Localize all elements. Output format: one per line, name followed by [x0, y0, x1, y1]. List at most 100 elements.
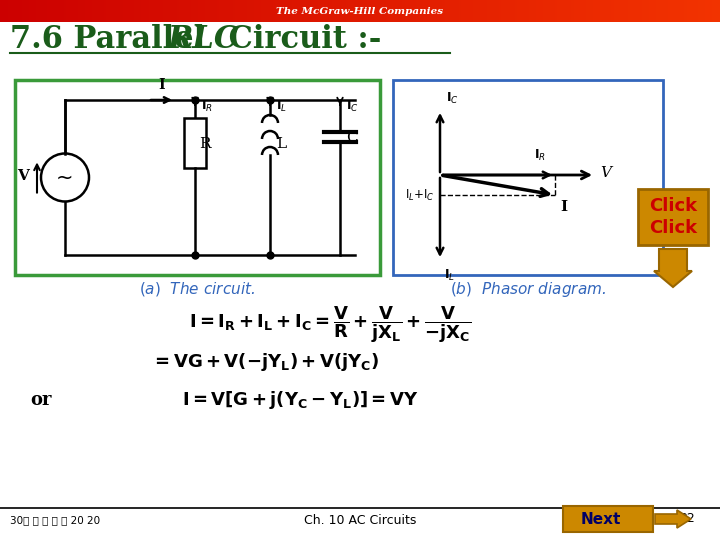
Bar [100, 0, 101, 22]
Bar [160, 0, 161, 22]
Bar [221, 0, 222, 22]
Bar [5, 0, 6, 22]
Bar [286, 0, 287, 22]
Bar [684, 0, 685, 22]
Bar [511, 0, 512, 22]
Bar [287, 0, 288, 22]
Bar [268, 0, 269, 22]
Bar [71, 0, 72, 22]
Bar [262, 0, 263, 22]
Bar [548, 0, 549, 22]
Bar [213, 0, 214, 22]
Bar [182, 0, 183, 22]
Bar [629, 0, 630, 22]
Bar [266, 0, 267, 22]
Bar [129, 0, 130, 22]
Bar [346, 0, 347, 22]
Bar [198, 0, 199, 22]
Bar [43, 0, 44, 22]
Bar [505, 0, 506, 22]
Bar [139, 0, 140, 22]
Bar [620, 0, 621, 22]
Bar [114, 0, 115, 22]
Bar [611, 0, 612, 22]
Bar [544, 0, 545, 22]
Bar [668, 0, 669, 22]
Bar [370, 0, 371, 22]
Bar [4, 0, 5, 22]
Bar [155, 0, 156, 22]
Bar [642, 0, 643, 22]
Bar [331, 0, 332, 22]
Bar [187, 0, 188, 22]
Bar [521, 0, 522, 22]
Bar [607, 0, 608, 22]
Bar [619, 0, 620, 22]
Bar [586, 0, 587, 22]
Bar [571, 0, 572, 22]
Bar [170, 0, 171, 22]
Bar [49, 0, 50, 22]
Bar [236, 0, 237, 22]
Bar [261, 0, 262, 22]
Bar [691, 0, 692, 22]
Text: V: V [600, 166, 611, 180]
Bar [355, 0, 356, 22]
Bar [185, 0, 186, 22]
Bar [605, 0, 606, 22]
Bar [698, 0, 699, 22]
Bar [65, 0, 66, 22]
Bar [343, 0, 344, 22]
Bar [470, 0, 471, 22]
Bar [518, 0, 519, 22]
Bar [247, 0, 248, 22]
Bar [23, 0, 24, 22]
Bar [655, 0, 656, 22]
Bar [178, 0, 179, 22]
Bar [55, 0, 56, 22]
Bar [375, 0, 376, 22]
Bar [239, 0, 240, 22]
Bar [379, 0, 380, 22]
Bar [621, 0, 622, 22]
Bar [534, 0, 535, 22]
Bar [91, 0, 92, 22]
Bar [332, 0, 333, 22]
Bar [602, 0, 603, 22]
Bar [707, 0, 708, 22]
Bar [562, 0, 563, 22]
Bar [226, 0, 227, 22]
Bar [590, 0, 591, 22]
Bar [64, 0, 65, 22]
Bar [263, 0, 264, 22]
Bar [11, 0, 12, 22]
Bar [597, 0, 598, 22]
Bar [442, 0, 443, 22]
Bar [373, 0, 374, 22]
Bar [35, 0, 36, 22]
Bar [389, 0, 390, 22]
Text: 7.6 Parallel: 7.6 Parallel [10, 24, 216, 56]
Bar [383, 0, 384, 22]
Bar [392, 0, 393, 22]
Bar [560, 0, 561, 22]
Bar [429, 0, 430, 22]
Text: Click: Click [649, 219, 697, 237]
Bar [405, 0, 406, 22]
Bar [147, 0, 148, 22]
Bar [291, 0, 292, 22]
Bar [553, 0, 554, 22]
Bar [353, 0, 354, 22]
Bar [140, 0, 141, 22]
Bar [717, 0, 718, 22]
Bar [624, 0, 625, 22]
Bar [122, 0, 123, 22]
Bar [696, 0, 697, 22]
Bar [41, 0, 42, 22]
Bar [426, 0, 427, 22]
Bar [400, 0, 401, 22]
Bar [654, 0, 655, 22]
Bar [444, 0, 445, 22]
Bar [500, 0, 501, 22]
Bar [48, 0, 49, 22]
